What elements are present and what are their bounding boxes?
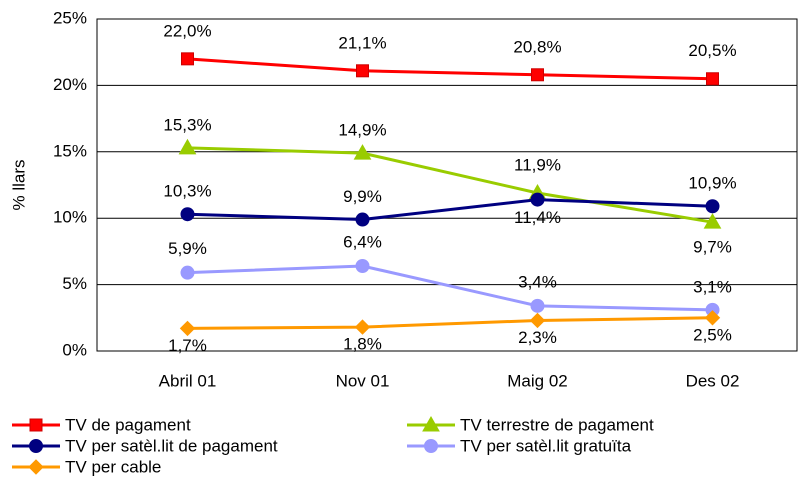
y-tick-label: 25%: [53, 8, 87, 27]
data-label: 9,9%: [343, 187, 382, 206]
marker: [354, 319, 371, 335]
data-label: 20,8%: [513, 37, 561, 56]
marker: [355, 259, 370, 274]
x-tick-label: Nov 01: [336, 371, 390, 390]
legend-label: TV per satèl.lit de pagament: [65, 436, 278, 455]
legend-label: TV de pagament: [65, 415, 191, 434]
data-label: 21,1%: [338, 33, 386, 52]
data-label: 5,9%: [168, 239, 207, 258]
data-label: 10,3%: [163, 182, 211, 201]
y-tick-label: 15%: [53, 141, 87, 160]
legend-label: TV per cable: [65, 457, 161, 476]
marker: [355, 212, 370, 227]
x-tick-label: Abril 01: [159, 371, 217, 390]
y-tick-label: 20%: [53, 75, 87, 94]
marker: [353, 144, 372, 160]
data-label: 20,5%: [688, 41, 736, 60]
data-label: 1,7%: [168, 336, 207, 355]
legend-label: TV terrestre de pagament: [460, 415, 654, 434]
marker: [531, 68, 544, 82]
legend-label: TV per satèl.lit gratuïta: [460, 436, 632, 455]
x-tick-label: Des 02: [686, 371, 740, 390]
x-tick-label: Maig 02: [507, 371, 567, 390]
data-label: 22,0%: [163, 21, 211, 40]
marker: [356, 64, 369, 78]
marker: [703, 213, 722, 229]
marker: [705, 199, 720, 214]
data-label: 11,4%: [514, 208, 561, 227]
marker: [180, 265, 195, 280]
marker: [29, 418, 43, 432]
series-line: [187, 146, 713, 224]
data-label: 6,4%: [343, 232, 382, 251]
data-label: 2,3%: [518, 328, 557, 347]
marker: [529, 312, 546, 329]
marker: [29, 439, 43, 453]
marker: [424, 439, 438, 453]
marker: [179, 320, 196, 337]
data-label: 1,8%: [343, 335, 382, 354]
y-tick-label: 10%: [53, 208, 87, 227]
series-line: [187, 264, 713, 312]
marker: [178, 138, 197, 155]
marker: [180, 207, 195, 222]
marker: [181, 52, 194, 66]
plot-frame: [96, 18, 798, 352]
marker: [530, 298, 545, 313]
data-label: 11,9%: [514, 155, 561, 174]
marker: [28, 459, 44, 475]
marker: [704, 310, 721, 326]
data-label: 2,5%: [693, 325, 732, 344]
marker: [530, 192, 545, 207]
series-line: [187, 198, 713, 222]
data-label: 3,4%: [518, 272, 557, 291]
y-tick-label: 0%: [62, 340, 87, 359]
series-line: [187, 316, 713, 330]
data-label: 9,7%: [693, 238, 732, 257]
marker: [706, 72, 719, 86]
y-axis-label: % llars: [9, 159, 28, 210]
data-label: 14,9%: [338, 121, 386, 140]
marker: [422, 415, 440, 432]
y-tick-label: 5%: [62, 274, 87, 293]
data-label: 15,3%: [163, 115, 211, 134]
series-line: [187, 57, 713, 81]
data-label: 10,9%: [688, 174, 736, 193]
data-label: 3,1%: [693, 277, 732, 296]
